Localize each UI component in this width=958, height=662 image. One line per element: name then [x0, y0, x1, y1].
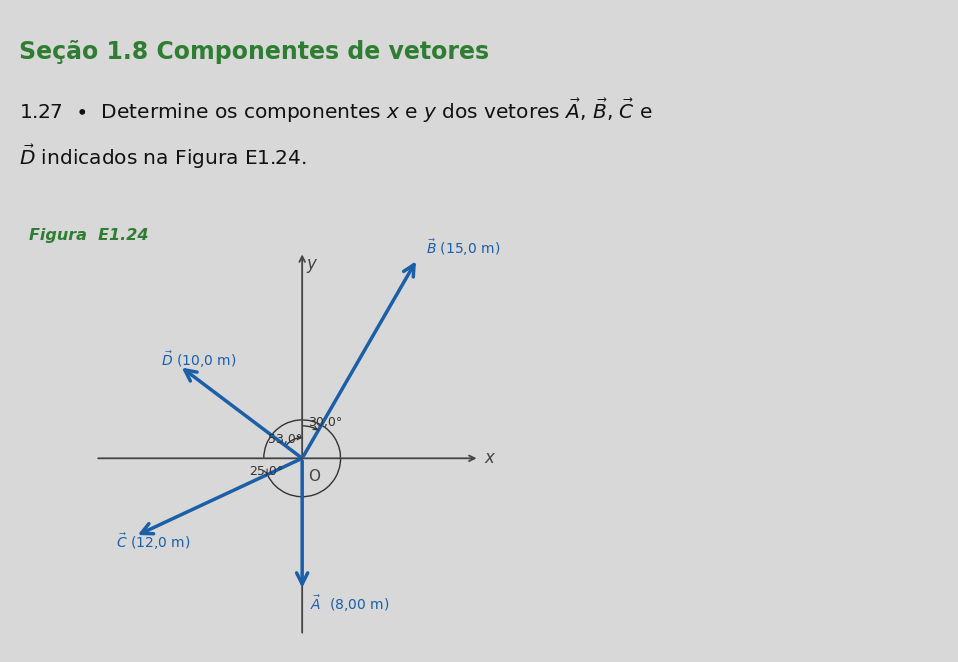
- Text: $\vec{C}$ (12,0 m): $\vec{C}$ (12,0 m): [116, 532, 191, 552]
- Text: 30,0°: 30,0°: [308, 416, 342, 430]
- Text: Figura  E1.24: Figura E1.24: [29, 228, 148, 244]
- Text: $\vec{D}$ indicados na Figura E1.24.: $\vec{D}$ indicados na Figura E1.24.: [19, 142, 307, 171]
- Text: 1.27  $\bullet$  Determine os componentes $x$ e $y$ dos vetores $\vec{A}$, $\vec: 1.27 $\bullet$ Determine os componentes …: [19, 96, 653, 124]
- Text: $\vec{D}$ (10,0 m): $\vec{D}$ (10,0 m): [161, 350, 236, 370]
- Text: $\vec{A}$  (8,00 m): $\vec{A}$ (8,00 m): [309, 593, 389, 614]
- Text: 25,0°: 25,0°: [249, 465, 284, 478]
- Text: Seção 1.8 Componentes de vetores: Seção 1.8 Componentes de vetores: [19, 40, 490, 64]
- Text: x: x: [484, 449, 494, 467]
- Text: $\vec{B}$ (15,0 m): $\vec{B}$ (15,0 m): [426, 238, 501, 258]
- Text: y: y: [307, 254, 317, 273]
- Text: 53,0°: 53,0°: [268, 433, 302, 446]
- Text: O: O: [308, 469, 320, 484]
